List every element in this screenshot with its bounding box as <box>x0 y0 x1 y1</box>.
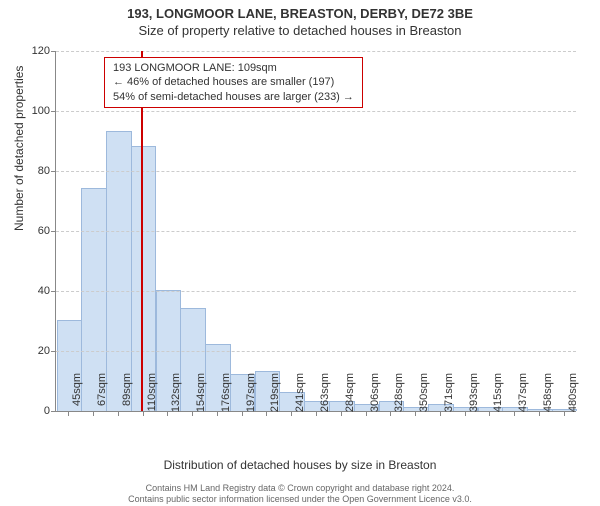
xtick-label: 132sqm <box>170 373 182 423</box>
xtick-label: 328sqm <box>393 373 405 423</box>
ytick-label: 60 <box>10 225 50 237</box>
xtick-mark <box>93 411 94 416</box>
ytick-mark <box>51 291 56 292</box>
xtick-mark <box>118 411 119 416</box>
ytick-mark <box>51 51 56 52</box>
xtick-mark <box>266 411 267 416</box>
grid-line <box>56 111 576 112</box>
grid-line <box>56 171 576 172</box>
xtick-mark <box>415 411 416 416</box>
ytick-label: 80 <box>10 165 50 177</box>
xtick-label: 154sqm <box>195 373 207 423</box>
ytick-label: 120 <box>10 45 50 57</box>
xtick-mark <box>316 411 317 416</box>
xtick-mark <box>291 411 292 416</box>
xtick-label: 437sqm <box>517 373 529 423</box>
ytick-label: 100 <box>10 105 50 117</box>
info-line3: 54% of semi-detached houses are larger (… <box>113 90 354 104</box>
xtick-mark <box>390 411 391 416</box>
title-line1: 193, LONGMOOR LANE, BREASTON, DERBY, DE7… <box>0 6 600 21</box>
ytick-label: 40 <box>10 285 50 297</box>
grid-line <box>56 51 576 52</box>
footer-line2: Contains public sector information licen… <box>0 494 600 504</box>
xtick-label: 458sqm <box>542 373 554 423</box>
xtick-label: 219sqm <box>269 373 281 423</box>
info-line1: 193 LONGMOOR LANE: 109sqm <box>113 61 354 75</box>
xtick-label: 263sqm <box>319 373 331 423</box>
grid-line <box>56 351 576 352</box>
info-box: 193 LONGMOOR LANE: 109sqm ← 46% of detac… <box>104 57 363 108</box>
xtick-label: 45sqm <box>71 373 83 423</box>
xtick-mark <box>564 411 565 416</box>
grid-line <box>56 231 576 232</box>
xtick-label: 67sqm <box>96 373 108 423</box>
xtick-mark <box>242 411 243 416</box>
footer: Contains HM Land Registry data © Crown c… <box>0 483 600 504</box>
xtick-label: 176sqm <box>220 373 232 423</box>
title-line2: Size of property relative to detached ho… <box>0 23 600 38</box>
ytick-mark <box>51 351 56 352</box>
xtick-mark <box>68 411 69 416</box>
ytick-label: 20 <box>10 345 50 357</box>
plot-area: 193 LONGMOOR LANE: 109sqm ← 46% of detac… <box>55 51 576 412</box>
bar <box>131 146 157 411</box>
xtick-mark <box>143 411 144 416</box>
ytick-label: 0 <box>10 405 50 417</box>
ytick-mark <box>51 411 56 412</box>
xtick-label: 110sqm <box>146 373 158 423</box>
bar <box>106 131 132 411</box>
xtick-label: 306sqm <box>369 373 381 423</box>
xtick-mark <box>465 411 466 416</box>
xtick-mark <box>514 411 515 416</box>
xtick-mark <box>489 411 490 416</box>
xtick-label: 350sqm <box>418 373 430 423</box>
xtick-label: 415sqm <box>492 373 504 423</box>
xtick-label: 89sqm <box>121 373 133 423</box>
xtick-label: 393sqm <box>468 373 480 423</box>
xtick-label: 241sqm <box>294 373 306 423</box>
ytick-mark <box>51 171 56 172</box>
xtick-mark <box>192 411 193 416</box>
xtick-mark <box>440 411 441 416</box>
ytick-mark <box>51 231 56 232</box>
plot-wrap: 193 LONGMOOR LANE: 109sqm ← 46% of detac… <box>55 51 575 411</box>
grid-line <box>56 291 576 292</box>
info-line2: ← 46% of detached houses are smaller (19… <box>113 75 354 89</box>
xtick-mark <box>539 411 540 416</box>
x-axis-label: Distribution of detached houses by size … <box>0 458 600 472</box>
footer-line1: Contains HM Land Registry data © Crown c… <box>0 483 600 493</box>
xtick-label: 197sqm <box>245 373 257 423</box>
xtick-label: 480sqm <box>567 373 579 423</box>
xtick-mark <box>366 411 367 416</box>
xtick-label: 371sqm <box>443 373 455 423</box>
xtick-mark <box>217 411 218 416</box>
xtick-mark <box>341 411 342 416</box>
y-axis-label: Number of detached properties <box>12 66 26 231</box>
ytick-mark <box>51 111 56 112</box>
xtick-mark <box>167 411 168 416</box>
xtick-label: 284sqm <box>344 373 356 423</box>
